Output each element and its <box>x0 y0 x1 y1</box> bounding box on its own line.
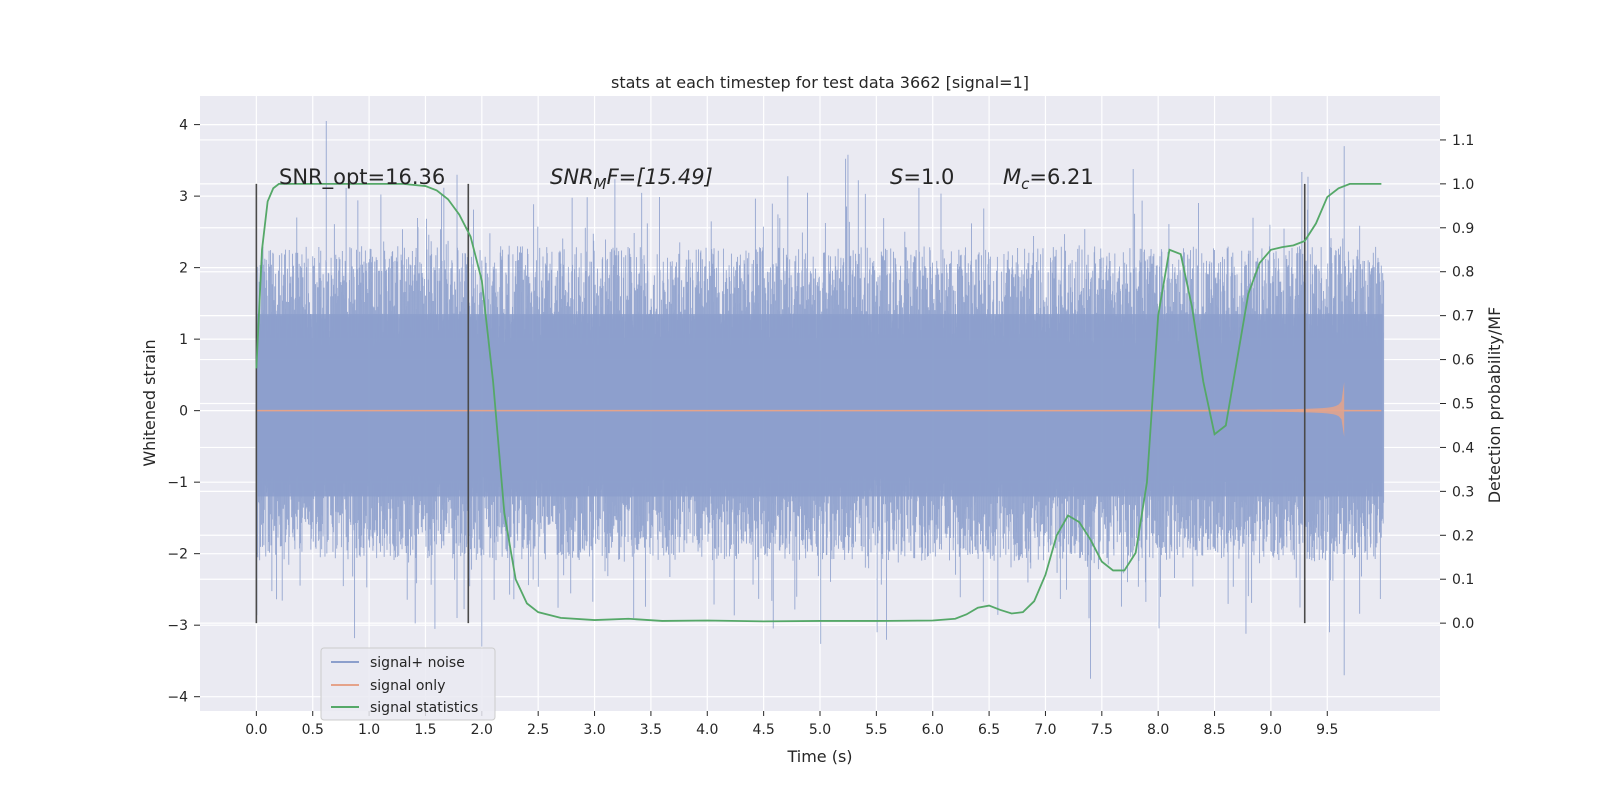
y-left-tick-label: 2 <box>179 261 188 277</box>
series-signal-only <box>256 382 1382 437</box>
x-tick-label: 3.0 <box>583 722 605 738</box>
annotation-snr-opt: SNR_opt=16.36 <box>279 165 445 190</box>
x-tick-label: 7.5 <box>1091 722 1113 738</box>
x-tick-label: 6.5 <box>978 722 1000 738</box>
y-right-tick-label: 0.6 <box>1452 353 1474 369</box>
x-tick-label: 9.0 <box>1260 722 1282 738</box>
x-tick-label: 0.0 <box>245 722 267 738</box>
x-tick-label: 5.0 <box>809 722 831 738</box>
y-left-tick-label: −1 <box>167 475 188 491</box>
y-left-tick-label: −3 <box>167 618 188 634</box>
y-right-tick-label: 1.1 <box>1452 133 1474 149</box>
y-right-tick-label: 0.5 <box>1452 397 1474 413</box>
x-tick-label: 8.0 <box>1147 722 1169 738</box>
y-left-tick-label: 4 <box>179 118 188 134</box>
x-axis-title: Time (s) <box>786 747 852 766</box>
legend-label-signal-noise: signal+ noise <box>370 655 465 671</box>
y-left-axis-ticks: 4 3 2 1 0 −1 −2 −3 −4 <box>167 118 200 706</box>
x-tick-label: 1.0 <box>358 722 380 738</box>
y-right-axis-ticks: 1.1 1.0 0.9 0.8 0.7 0.6 0.5 0.4 0.3 0.2 0.1 0.0 <box>1440 133 1474 632</box>
x-tick-label: 4.5 <box>753 722 775 738</box>
y-right-tick-label: 0.7 <box>1452 309 1474 325</box>
y-right-axis-title: Detection probability/MF <box>1485 307 1504 504</box>
y-left-tick-label: −4 <box>167 690 188 706</box>
annotation-s: S=1.0 <box>890 165 954 189</box>
x-tick-label: 8.5 <box>1203 722 1225 738</box>
series-signal-noise <box>255 121 1385 679</box>
chart-title: stats at each timestep for test data 366… <box>611 73 1029 92</box>
annotation-snr-mf: SNRMF=[15.49] <box>550 165 713 193</box>
annotation-mc: Mc=6.21 <box>1003 165 1094 193</box>
x-tick-label: 4.0 <box>696 722 718 738</box>
y-right-tick-label: 1.0 <box>1452 177 1474 193</box>
x-tick-label: 7.0 <box>1034 722 1056 738</box>
y-right-tick-label: 0.1 <box>1452 572 1474 588</box>
y-left-axis-title: Whitened strain <box>140 339 159 466</box>
y-right-tick-label: 0.3 <box>1452 484 1474 500</box>
x-tick-label: 5.5 <box>865 722 887 738</box>
x-tick-label: 3.5 <box>640 722 662 738</box>
y-right-tick-label: 0.4 <box>1452 440 1474 456</box>
x-tick-label: 9.5 <box>1316 722 1338 738</box>
y-right-tick-label: 0.9 <box>1452 221 1474 237</box>
y-left-tick-label: 1 <box>179 332 188 348</box>
y-left-tick-label: 0 <box>179 404 188 420</box>
y-left-tick-label: 3 <box>179 189 188 205</box>
legend-label-signal-statistics: signal statistics <box>370 700 478 716</box>
legend-box <box>320 647 496 721</box>
x-tick-label: 6.0 <box>922 722 944 738</box>
y-right-tick-label: 0.0 <box>1452 616 1474 632</box>
x-tick-label: 1.5 <box>414 722 436 738</box>
y-right-tick-label: 0.2 <box>1452 528 1474 544</box>
y-left-tick-label: −2 <box>167 547 188 563</box>
y-right-tick-label: 0.8 <box>1452 265 1474 281</box>
x-tick-label: 2.0 <box>471 722 493 738</box>
x-tick-label: 0.5 <box>302 722 324 738</box>
legend-label-signal-only: signal only <box>370 678 445 694</box>
noise-core <box>257 314 1383 497</box>
vertical-markers <box>255 183 1306 624</box>
x-tick-label: 2.5 <box>527 722 549 738</box>
x-axis-ticks: 0.0 0.5 1.0 1.5 2.0 2.5 3.0 3.5 4.0 4.5 5.0 5.5 6.0 6… <box>245 711 1338 738</box>
legend: signal+ noise signal only signal statist… <box>320 647 496 721</box>
series-signal-statistics <box>255 182 1382 623</box>
